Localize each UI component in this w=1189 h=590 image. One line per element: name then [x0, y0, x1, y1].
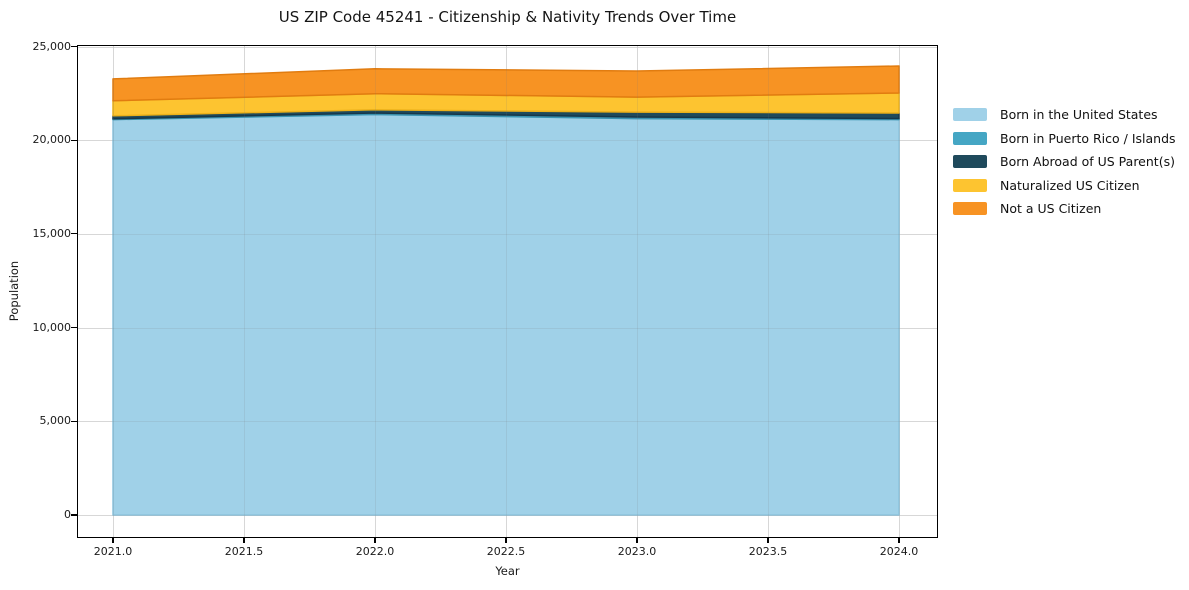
legend-item: Naturalized US Citizen	[953, 177, 1176, 193]
x-tick-label: 2022.5	[486, 545, 526, 558]
y-tick-label: 5,000	[39, 414, 72, 428]
x-tick-label: 2022.0	[355, 545, 395, 558]
legend-item: Not a US Citizen	[953, 201, 1176, 216]
gridline-vertical-overlay	[375, 45, 376, 538]
x-tick-label: 2023.5	[748, 545, 788, 558]
gridline-horizontal-overlay	[77, 515, 938, 516]
y-tick-label: 10,000	[32, 320, 72, 334]
legend-swatch-icon	[953, 155, 987, 168]
y-axis-title: Population	[7, 260, 21, 322]
gridline-vertical-overlay	[244, 45, 245, 538]
x-tick-label: 2023.0	[617, 545, 657, 558]
x-tick	[374, 538, 376, 543]
x-tick-label: 2024.0	[879, 545, 919, 558]
y-tick	[71, 45, 77, 48]
y-tick-label: 15,000	[32, 226, 72, 240]
y-tick	[71, 420, 77, 422]
gridline-vertical-overlay	[506, 45, 507, 538]
gridline-horizontal-overlay	[77, 421, 938, 423]
legend-item: Born in Puerto Rico / Islands	[953, 130, 1176, 146]
legend-label: Not a US Citizen	[1000, 201, 1102, 216]
gridline-vertical-overlay	[113, 45, 114, 538]
legend-swatch-icon	[953, 202, 987, 215]
x-axis-title: Year	[495, 564, 520, 578]
legend-label: Naturalized US Citizen	[1000, 177, 1140, 193]
legend-label: Born in Puerto Rico / Islands	[1000, 130, 1176, 146]
stacked-area-chart	[112, 65, 900, 516]
gridline-horizontal-overlay	[77, 140, 938, 142]
x-tick	[636, 538, 638, 543]
x-tick	[898, 538, 900, 543]
y-tick	[71, 327, 77, 329]
y-tick-label: 25,000	[32, 39, 72, 53]
gridline-vertical-overlay	[768, 45, 769, 538]
gridline-vertical-overlay	[899, 45, 900, 538]
gridline-horizontal-overlay	[77, 46, 938, 48]
legend-item: Born in the United States	[953, 107, 1176, 122]
plot-area	[77, 45, 938, 538]
gridline-horizontal-overlay	[77, 327, 938, 329]
x-tick	[505, 538, 507, 543]
legend-swatch-icon	[953, 131, 987, 145]
x-tick-label: 2021.5	[224, 545, 264, 558]
legend-label: Born in the United States	[1000, 107, 1158, 122]
legend-label: Born Abroad of US Parent(s)	[1000, 154, 1175, 169]
legend: Born in the United States Born in Puerto …	[953, 107, 1176, 216]
y-tick-label: 20,000	[32, 133, 72, 147]
x-tick	[243, 538, 245, 543]
y-tick-label: 0	[64, 508, 71, 521]
chart-title: US ZIP Code 45241 - Citizenship & Nativi…	[278, 8, 737, 26]
legend-swatch-icon	[953, 108, 987, 121]
y-tick	[71, 514, 77, 516]
area-not-a-us-citizen	[112, 65, 900, 102]
x-tick-label: 2021.0	[93, 545, 133, 558]
y-tick	[71, 233, 77, 235]
gridline-horizontal-overlay	[77, 233, 938, 235]
legend-item: Born Abroad of US Parent(s)	[953, 154, 1176, 169]
gridline-horizontal	[77, 46, 938, 48]
gridline-vertical-overlay	[637, 45, 638, 538]
legend-swatch-icon	[953, 178, 987, 192]
x-tick	[767, 538, 769, 543]
y-tick	[71, 139, 77, 141]
x-tick	[112, 538, 114, 543]
